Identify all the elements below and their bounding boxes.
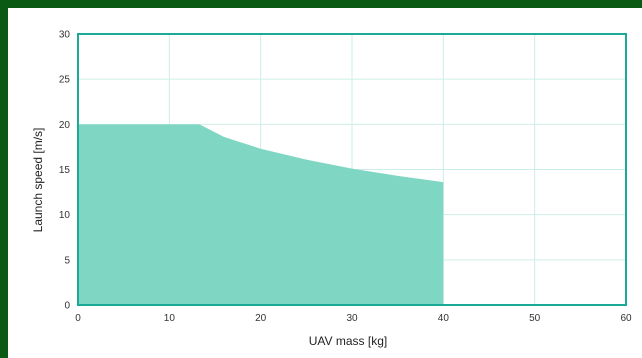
x-tick-label: 10 [164, 313, 176, 324]
area-fill-series-0 [78, 124, 444, 305]
x-tick-label: 50 [529, 313, 541, 324]
y-tick-label: 15 [59, 165, 71, 176]
x-axis-title: UAV mass [kg] [309, 334, 387, 348]
chart-panel: 0 10 20 30 40 50 60 0 5 10 15 20 25 30 UAV mass [kg]… [8, 8, 642, 358]
x-tick-label: 60 [620, 313, 632, 324]
launch-envelope-chart: 0 10 20 30 40 50 60 0 5 10 15 20 25 30 UAV mass [kg]… [31, 30, 632, 349]
x-tick-labels: 0 10 20 30 40 50 60 [75, 313, 632, 324]
y-tick-label: 5 [64, 255, 70, 266]
x-tick-label: 30 [346, 313, 358, 324]
y-tick-label: 10 [59, 210, 71, 221]
x-tick-label: 0 [75, 313, 81, 324]
y-tick-label: 20 [59, 120, 71, 131]
y-axis-title: Launch speed [m/s] [31, 128, 45, 233]
y-tick-label: 30 [59, 30, 71, 41]
plot-frame [77, 33, 627, 306]
y-tick-labels: 0 5 10 15 20 25 30 [59, 30, 71, 312]
y-tick-label: 0 [64, 301, 70, 312]
area-series [78, 124, 444, 305]
x-tick-label: 40 [438, 313, 450, 324]
y-tick-label: 25 [59, 75, 71, 86]
plot-border [77, 33, 627, 306]
x-tick-label: 20 [255, 313, 267, 324]
